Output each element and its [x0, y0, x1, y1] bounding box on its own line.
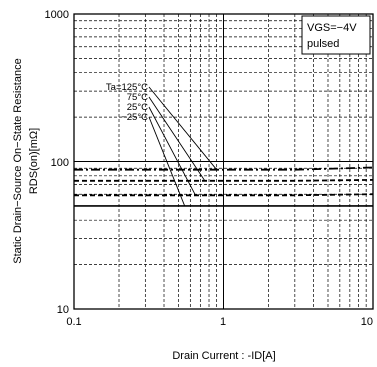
series-line-0 [74, 166, 374, 171]
y-axis-title-line-1: Static Drain−Source On−State Resistance [12, 58, 24, 263]
series-line-2 [74, 193, 374, 197]
leader-line-3 [148, 116, 186, 207]
plot-frame [73, 13, 374, 310]
leader-line-2 [148, 106, 196, 196]
y-tick-label-10: 10 [57, 304, 69, 316]
condition-box [301, 15, 371, 55]
y-tick-label-100: 100 [51, 157, 69, 169]
condition-vgs: VGS=−4V [307, 22, 357, 34]
series-layer [74, 166, 374, 207]
condition-pulsed: pulsed [307, 38, 339, 50]
x-tick-label-1: 1 [220, 316, 226, 328]
x-tick-label-10: 10 [361, 316, 373, 328]
label-ta-75: 75°C [127, 92, 148, 103]
leader-line-0 [148, 86, 218, 170]
series-line-1 [74, 179, 374, 182]
y-axis-title-line-2: RDS(on)[mΩ] [28, 128, 40, 194]
label-ta-25: 25°C [127, 102, 148, 113]
grid-layer [74, 14, 373, 309]
label-ta-125: Ta=125°C [106, 82, 148, 93]
x-axis-title: Drain Current : -ID[A] [172, 350, 275, 362]
leader-layer [148, 86, 218, 207]
x-tick-label-0.1: 0.1 [66, 316, 81, 328]
leader-line-1 [148, 96, 206, 182]
y-tick-label-1000: 1000 [45, 9, 69, 21]
label-ta-minus-25: −25°C [121, 112, 148, 123]
